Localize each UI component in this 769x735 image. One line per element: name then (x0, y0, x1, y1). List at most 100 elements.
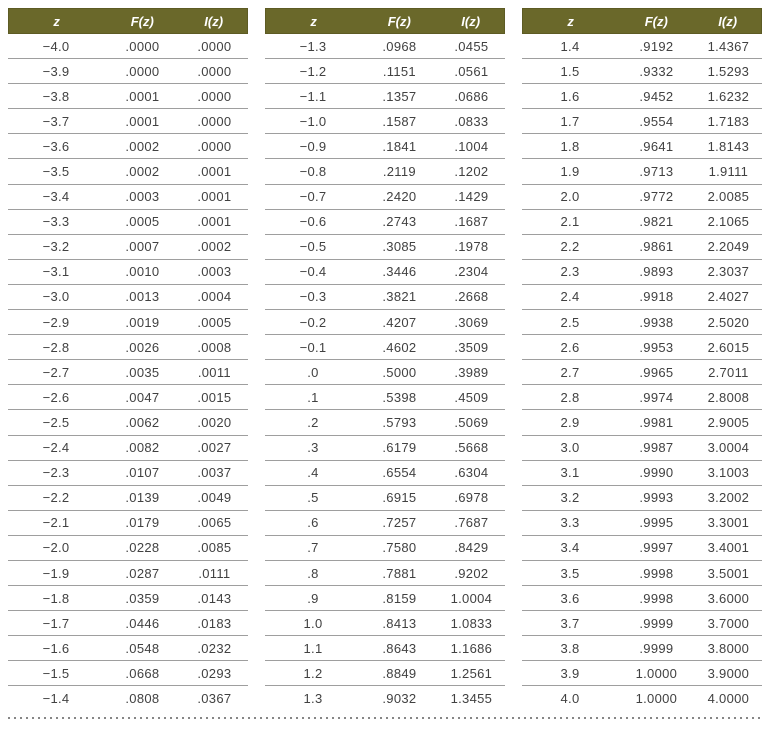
table-cell: .5 (307, 490, 319, 506)
table-cell: .8413 (382, 615, 417, 631)
table-cell: 1.7 (560, 113, 580, 129)
table-cell: .0065 (197, 515, 232, 531)
table-cell: .3821 (382, 289, 417, 305)
table-cell: .6304 (454, 465, 489, 481)
table-cell: .0232 (197, 640, 232, 656)
table-cell: 1.0833 (450, 615, 493, 631)
table-cell: .1004 (454, 138, 489, 154)
table-cell: .0085 (197, 540, 232, 556)
table-cell: 1.6 (560, 88, 580, 104)
table-cell: .9713 (639, 164, 674, 180)
table-row: −2.8 .0026 .0008 (8, 335, 248, 361)
table-cell: 1.1686 (450, 640, 493, 656)
table-cell: .1202 (454, 164, 489, 180)
table-row: 3.1 .9990 3.1003 (522, 461, 762, 486)
table-cell: .0001 (125, 88, 160, 104)
table-cell: 3.5001 (707, 565, 750, 581)
table-cell: −1.0 (299, 113, 327, 129)
table-row: 1.6 .9452 1.6232 (522, 84, 762, 110)
table-cell: .0010 (125, 264, 160, 280)
table-cell: .5069 (454, 414, 489, 430)
table-row: −0.8 .2119 .1202 (265, 159, 505, 185)
table-cell: 1.2 (303, 665, 323, 681)
table-body: 1.4 .9192 1.4367 1.5 .9332 1.5293 1.6 .9452 1.62… (522, 34, 762, 712)
table-cell: 3.5 (560, 565, 580, 581)
table-row: .0 .5000 .3989 (265, 360, 505, 386)
table-row: .8 .7881 .9202 (265, 561, 505, 587)
table-cell: .0004 (197, 289, 232, 305)
table-cell: 3.4 (560, 540, 580, 556)
table-row: −0.5 .3085 .1978 (265, 235, 505, 260)
table-cell: .0007 (125, 239, 160, 255)
table-cell: .0002 (125, 138, 160, 154)
table-row: 2.5 .9938 2.5020 (522, 310, 762, 336)
table-cell: .0001 (197, 189, 232, 205)
table-row: 1.1 .8643 1.1686 (265, 636, 505, 662)
table-cell: .8159 (382, 590, 417, 606)
table-cell: .0005 (125, 214, 160, 230)
table-row: .4 .6554 .6304 (265, 461, 505, 486)
table-cell: 2.9005 (707, 414, 750, 430)
table-cell: −3.6 (42, 138, 70, 154)
table-row: 3.7 .9999 3.7000 (522, 611, 762, 637)
table-cell: .4207 (382, 314, 417, 330)
table-row: −2.3 .0107 .0037 (8, 461, 248, 486)
table-row: −2.5 .0062 .0020 (8, 410, 248, 436)
table-cell: .1978 (454, 239, 489, 255)
table-cell: .5000 (382, 364, 417, 380)
table-cell: .9999 (639, 640, 674, 656)
table-cell: 3.6 (560, 590, 580, 606)
table-row: 3.0 .9987 3.0004 (522, 436, 762, 461)
table-cell: .6978 (454, 490, 489, 506)
table-cell: .5668 (454, 440, 489, 456)
table-cell: .8643 (382, 640, 417, 656)
table-cell: −1.2 (299, 63, 327, 79)
table-cell: .0013 (125, 289, 160, 305)
table-row: −3.4 .0003 .0001 (8, 185, 248, 210)
table-cell: 1.7183 (707, 113, 750, 129)
table-cell: .0000 (197, 63, 232, 79)
table-cell: −0.9 (299, 138, 327, 154)
table-cell: 3.7000 (707, 615, 750, 631)
table-cell: 1.8 (560, 138, 580, 154)
table-cell: .6 (307, 515, 319, 531)
table-cell: .0002 (125, 164, 160, 180)
table-cell: .3085 (382, 239, 417, 255)
table-row: −2.7 .0035 .0011 (8, 360, 248, 386)
table-cell: 2.7011 (708, 364, 749, 380)
table-row: 1.9 .9713 1.9111 (522, 159, 762, 185)
table-cell: .9998 (639, 590, 674, 606)
table-cell: .0015 (197, 389, 232, 405)
table-cell: .1151 (382, 63, 416, 79)
table-cell: .0026 (125, 339, 160, 355)
table-cell: 1.0004 (450, 590, 493, 606)
table-body: −1.3 .0968 .0455 −1.2 .1151 .0561 −1.1 .1357 .06… (265, 34, 505, 712)
table-row: −3.6 .0002 .0000 (8, 134, 248, 160)
table-row: 3.6 .9998 3.6000 (522, 586, 762, 612)
table-row: −1.3 .0968 .0455 (265, 34, 505, 60)
table-cell: .9993 (639, 490, 674, 506)
table-row: −3.0 .0013 .0004 (8, 285, 248, 311)
table-cell: 3.8 (560, 640, 580, 656)
table-cell: .9772 (639, 189, 674, 205)
table-cell: 3.8000 (707, 640, 750, 656)
table-cell: 2.5 (560, 314, 580, 330)
table-cell: −2.9 (42, 314, 70, 330)
table-cell: .8849 (382, 665, 417, 681)
table-row: 2.1 .9821 2.1065 (522, 210, 762, 235)
table-row: −1.5 .0668 .0293 (8, 661, 248, 687)
table-cell: 2.0085 (707, 189, 750, 205)
z-table-middle: z F(z) I(z) −1.3 .0968 .0455 −1.2 .1151 .0561… (265, 8, 505, 712)
table-cell: .4 (307, 465, 319, 481)
table-row: −0.1 .4602 .3509 (265, 335, 505, 361)
table-cell: .0668 (125, 665, 160, 681)
table-cell: .1429 (454, 189, 489, 205)
table-cell: 2.4027 (707, 289, 750, 305)
table-cell: −2.3 (42, 465, 70, 481)
table-cell: .4509 (454, 389, 489, 405)
table-row: 2.3 .9893 2.3037 (522, 260, 762, 285)
table-row: −1.1 .1357 .0686 (265, 84, 505, 110)
table-cell: 1.3455 (450, 691, 493, 707)
table-cell: −1.1 (299, 88, 327, 104)
table-cell: .2420 (382, 189, 417, 205)
